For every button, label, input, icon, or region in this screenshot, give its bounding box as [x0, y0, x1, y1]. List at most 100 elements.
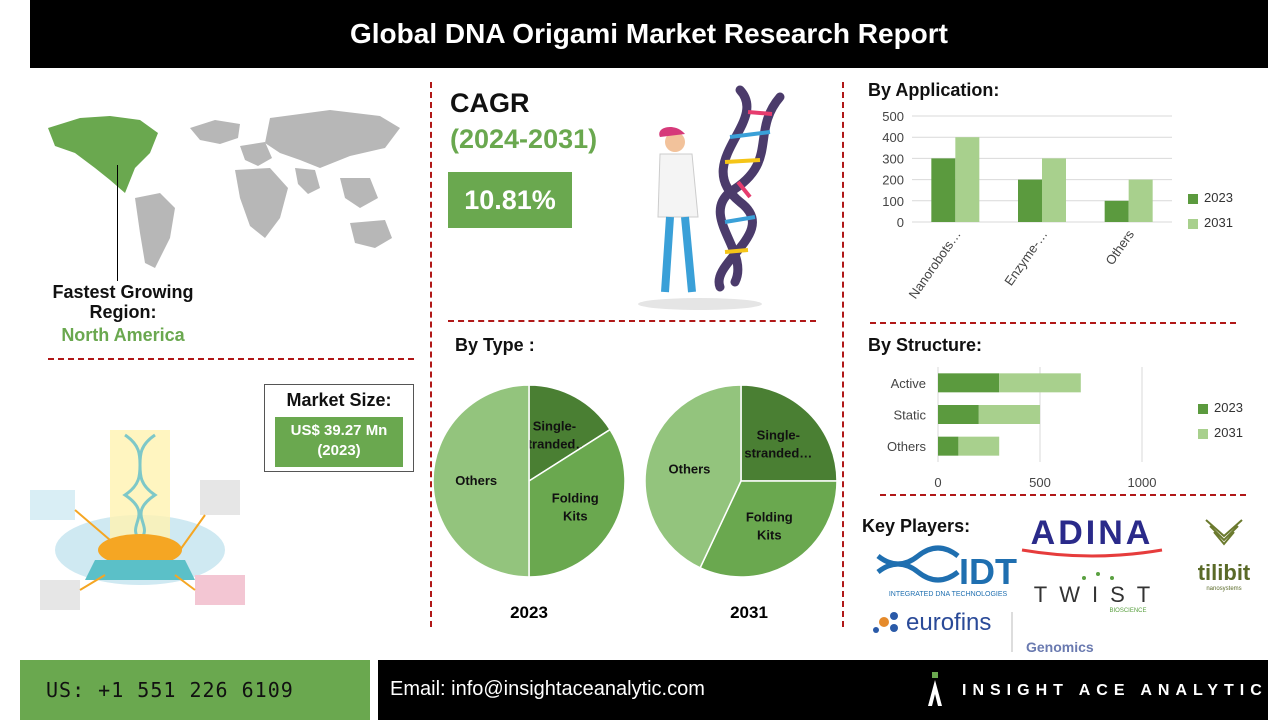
pie-slice-label-line: Kits	[757, 528, 782, 543]
structure-title: By Structure:	[868, 335, 983, 355]
svg-text:Genomics: Genomics	[1026, 639, 1094, 655]
divider-structure	[880, 494, 1246, 496]
svg-text:BIOSCIENCE: BIOSCIENCE	[1109, 608, 1146, 614]
pie-2031-year: 2031	[730, 603, 768, 622]
footer-phone-text[interactable]: US: +1 551 226 6109	[46, 678, 294, 702]
application-chart: 0 100 200 300 400 500 Nanorobots… Enzyme-… Othe…	[882, 109, 1172, 302]
bar-2023	[938, 405, 979, 424]
bar-2031	[978, 405, 1040, 424]
dna-lab-illustration	[30, 430, 245, 610]
structure-legend-2031: 2031	[1198, 425, 1243, 440]
y-tick-label: 100	[882, 194, 904, 209]
x-tick-label: Nanorobots…	[905, 227, 963, 301]
divider-cagr	[448, 320, 816, 322]
legend-label-2031: 2031	[1204, 215, 1233, 230]
pie-slice-label-line: stranded…	[520, 437, 588, 452]
divider-left	[430, 82, 432, 627]
cagr-value-box: 10.81%	[448, 172, 572, 228]
structure-y-ticks: Active Static Others	[887, 376, 927, 454]
divider-right	[842, 82, 844, 627]
pie-slice	[740, 384, 838, 482]
key-player-logos: ADINA tilibit nanosystems IDT INTEGRATED…	[873, 514, 1251, 655]
pie-slice-label: Folding Kits	[552, 490, 599, 523]
bar-2031	[955, 137, 980, 222]
x-tick-label: 500	[1029, 475, 1051, 490]
structure-legend-2023: 2023	[1198, 400, 1243, 415]
region-pointer-line	[117, 165, 118, 281]
divider-region	[48, 358, 414, 360]
type-title: By Type :	[455, 335, 535, 355]
market-size-value: US$ 39.27 Mn	[290, 422, 388, 439]
pie-2023-year: 2023	[510, 603, 548, 622]
pie-slice	[528, 428, 626, 578]
pie-slice-label: Single-stranded…	[744, 428, 812, 461]
bar-2031	[1042, 158, 1066, 222]
market-size-box: Market Size: US$ 39.27 Mn (2023)	[264, 384, 414, 472]
insightace-logo-icon	[928, 672, 942, 706]
key-players-title: Key Players:	[862, 516, 971, 536]
pie-slice	[528, 384, 612, 483]
market-size-label: Market Size:	[286, 390, 392, 410]
pie-slice-label-line: Others	[669, 461, 711, 476]
legend-label-2023: 2023	[1204, 190, 1233, 205]
bar-2023	[938, 373, 1000, 393]
cagr-period: (2024-2031)	[450, 124, 598, 154]
pie-slice-label-line: Others	[455, 473, 497, 488]
legend-swatch-2031	[1198, 428, 1208, 439]
world-map	[48, 110, 400, 268]
legend-swatch-2023	[1188, 193, 1198, 204]
structure-legend: 2023 2031	[1198, 400, 1243, 440]
tilibit-logo: tilibit nanosystems	[1198, 519, 1251, 592]
page-title-text: Global DNA Origami Market Research Repor…	[349, 18, 948, 49]
y-tick-label: 500	[882, 109, 904, 124]
cagr-label: CAGR	[450, 88, 530, 118]
pie-2023: Single-stranded… Folding Kits Others	[432, 384, 626, 578]
y-tick-label: 0	[897, 215, 904, 230]
x-tick-label: Others	[1102, 227, 1137, 268]
y-tick-label: 300	[882, 151, 904, 166]
svg-text:tilibit: tilibit	[1198, 560, 1251, 585]
y-tick-label: 200	[882, 173, 904, 188]
footer-brand: INSIGHT ACE ANALYTIC	[962, 682, 1268, 699]
eurofins-logo: eurofins Genomics	[873, 609, 1094, 655]
structure-bars	[938, 373, 1081, 456]
pie-slice-label: Single-stranded…	[520, 419, 588, 452]
svg-text:eurofins: eurofins	[906, 609, 991, 636]
bar-2031	[999, 373, 1081, 393]
pie-slice-label-line: Single-	[533, 419, 576, 434]
pie-slice-label: Others	[455, 473, 497, 488]
svg-text:ADINA: ADINA	[1031, 514, 1154, 552]
pie-slice-label: Folding Kits	[746, 510, 793, 543]
pie-slice-label-line: Folding	[552, 490, 599, 505]
pie-2031: Single-stranded… Folding Kits Others	[644, 384, 838, 578]
application-x-ticks: Nanorobots… Enzyme-… Others	[905, 227, 1137, 302]
pie-slice	[699, 480, 838, 578]
legend-label-2023: 2023	[1214, 400, 1243, 415]
footer-phone[interactable]: US: +1 551 226 6109	[20, 660, 370, 720]
legend-swatch-2031	[1188, 218, 1198, 229]
pie-slice	[644, 384, 742, 569]
footer-email[interactable]: Email: info@insightaceanalytic.com	[390, 678, 705, 700]
adina-logo: ADINA	[1021, 514, 1163, 558]
y-tick-label: Active	[891, 376, 926, 391]
bar-2031	[958, 436, 1000, 456]
bar-2023	[931, 158, 956, 222]
application-legend: 2023 2031	[1188, 190, 1233, 230]
idt-logo: IDT INTEGRATED DNA TECHNOLOGIES	[876, 545, 1017, 598]
cagr-value: 10.81%	[464, 184, 556, 215]
page-title: Global DNA Origami Market Research Repor…	[30, 0, 1268, 68]
pie-slice-label-line: Single-	[757, 428, 800, 443]
bar-2023	[1018, 179, 1042, 222]
svg-text:IDT: IDT	[959, 551, 1017, 592]
bar-2023	[938, 436, 959, 456]
divider-application	[870, 322, 1236, 324]
pie-slice-label: Others	[669, 461, 711, 476]
application-title: By Application:	[868, 80, 1000, 100]
type-pies: Single-stranded… Folding Kits Others Single…	[432, 384, 838, 622]
bar-2023	[1104, 200, 1129, 222]
svg-text:INTEGRATED DNA TECHNOLOGIES: INTEGRATED DNA TECHNOLOGIES	[889, 591, 1008, 598]
market-size-year: (2023)	[317, 442, 361, 459]
x-tick-label: 0	[934, 475, 941, 490]
x-tick-label: Enzyme-…	[1001, 227, 1050, 288]
pie-slice-label-line: stranded…	[744, 446, 812, 461]
